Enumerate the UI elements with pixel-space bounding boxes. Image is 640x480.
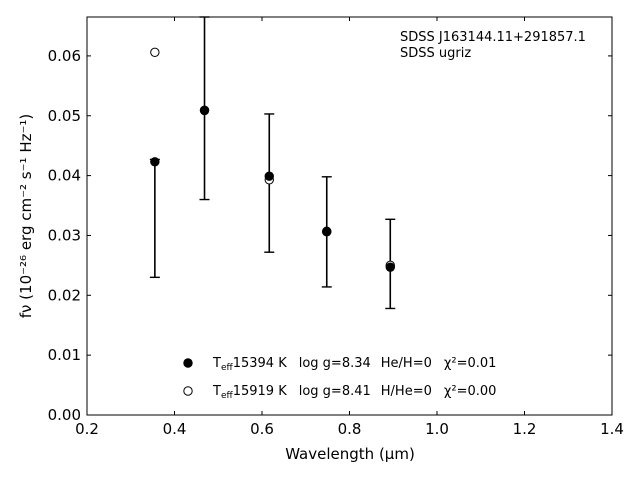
y-tick-label: 0.02 bbox=[48, 286, 81, 304]
x-tick-label: 0.6 bbox=[250, 420, 274, 438]
y-tick-label: 0.04 bbox=[48, 167, 81, 185]
y-tick-label: 0.03 bbox=[48, 226, 81, 244]
legend-marker-open bbox=[183, 386, 193, 396]
model-point-filled bbox=[199, 105, 210, 116]
error-bars bbox=[149, 16, 396, 310]
model-point-open bbox=[150, 47, 160, 58]
annotation-object-name: SDSS J163144.11+291857.1 bbox=[400, 30, 586, 45]
x-tick-label: 0.4 bbox=[163, 420, 187, 438]
x-axis-label: Wavelength (μm) bbox=[285, 445, 415, 463]
x-tick-label: 0.2 bbox=[75, 420, 99, 438]
x-tick-label: 1.0 bbox=[425, 420, 449, 438]
y-tick-label: 0.06 bbox=[48, 47, 81, 65]
data-points bbox=[150, 47, 395, 272]
model-point-filled bbox=[322, 226, 332, 236]
y-tick-label: 0.05 bbox=[48, 107, 81, 125]
x-axis: 0.2 0.4 0.6 0.8 1.0 1.2 1.4 bbox=[75, 17, 624, 438]
model-point-filled bbox=[264, 171, 274, 181]
y-tick-label: 0.01 bbox=[48, 346, 81, 364]
legend-marker-filled bbox=[183, 358, 193, 368]
x-tick-label: 1.4 bbox=[600, 420, 624, 438]
x-tick-label: 1.2 bbox=[513, 420, 537, 438]
y-axis-label: fν (10⁻²⁶ erg cm⁻² s⁻¹ Hz⁻¹) bbox=[17, 114, 35, 319]
y-axis: 0.00 0.01 0.02 0.03 0.04 0.05 0.06 bbox=[48, 47, 612, 424]
model-point-filled bbox=[385, 262, 395, 272]
annotation-filters: SDSS ugriz bbox=[400, 46, 471, 61]
x-tick-label: 0.8 bbox=[338, 420, 362, 438]
model-point-filled bbox=[150, 157, 160, 167]
y-tick-label: 0.00 bbox=[48, 406, 81, 424]
